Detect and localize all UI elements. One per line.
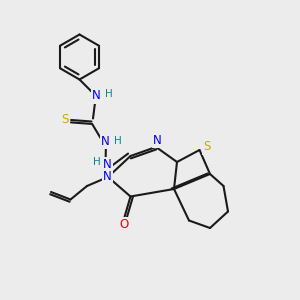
Text: H: H (105, 89, 112, 100)
Text: N: N (92, 89, 100, 103)
Text: S: S (203, 140, 211, 154)
Text: H: H (114, 136, 122, 146)
Text: N: N (153, 134, 162, 147)
Text: N: N (100, 135, 109, 148)
Text: H: H (93, 157, 101, 167)
Text: N: N (103, 158, 112, 171)
Text: O: O (119, 218, 128, 232)
Text: S: S (61, 113, 69, 127)
Text: N: N (103, 170, 112, 183)
